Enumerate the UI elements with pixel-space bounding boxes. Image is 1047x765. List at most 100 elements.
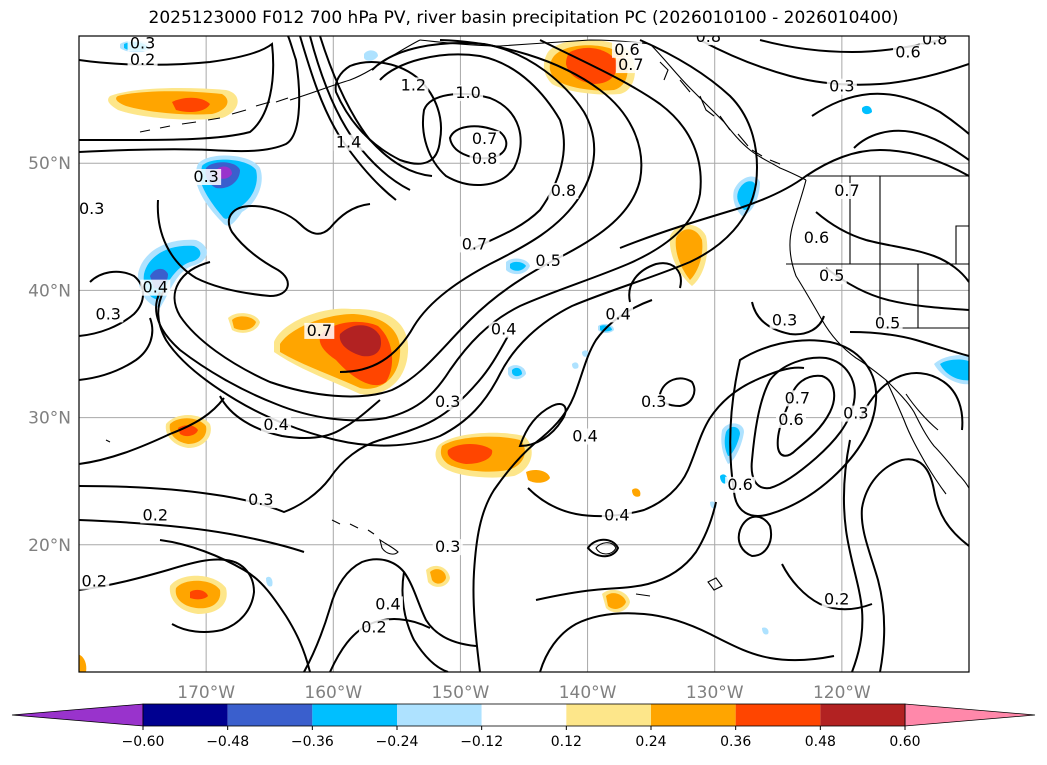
colorbar-frame <box>142 703 906 727</box>
coastline-us-west <box>789 179 969 490</box>
lat-tick-label: 30°N <box>28 409 71 429</box>
lon-tick-label: 130°W <box>686 683 744 703</box>
precip-blob-positive <box>232 316 256 330</box>
pv-contour <box>401 571 449 672</box>
pv-contour <box>173 39 643 398</box>
pv-contour <box>539 612 835 672</box>
contour-label: 0.4 <box>375 594 400 613</box>
contour-label-bg <box>304 322 335 339</box>
pv-contour <box>379 53 565 251</box>
pv-contour <box>219 395 381 439</box>
lat-tick-label: 50°N <box>28 154 71 174</box>
coastline-islands-misc <box>105 439 723 597</box>
coastline-baja <box>885 379 947 495</box>
contour-label-bg <box>432 539 463 556</box>
contour-label-bg <box>548 183 579 199</box>
pv-contour <box>535 501 717 601</box>
pv-contour <box>79 36 301 153</box>
contour-label-bg <box>358 619 389 636</box>
precip-blob-negative <box>510 261 526 271</box>
contour-label: 0.3 <box>641 392 666 411</box>
pv-contour <box>619 148 969 249</box>
contour-label: 0.4 <box>572 426 597 445</box>
lon-tick-label: 150°W <box>432 683 490 703</box>
contour-label-bg <box>127 51 158 68</box>
contour-label: 0.7 <box>307 321 332 340</box>
colorbar: −0.60 −0.48 −0.36 −0.24 −0.12 0.12 0.24 0.36 0.4… <box>11 703 1036 750</box>
coastline-hawaii <box>331 519 399 555</box>
colorbar-segment <box>735 704 821 726</box>
pv-contour <box>472 299 653 672</box>
contour-label-bg <box>725 476 756 493</box>
contour-label: 0.6 <box>778 410 803 429</box>
colorbar-tick-label: 0.24 <box>635 734 666 750</box>
contour-label-bg <box>603 306 634 323</box>
contour-label-bg <box>469 130 500 147</box>
pv-contour <box>156 199 371 298</box>
contour-label-bg <box>191 169 222 186</box>
colorbar-segment <box>481 704 567 726</box>
precip-blob-positive <box>606 593 626 609</box>
pv-contour <box>79 397 225 465</box>
contour-label-bg <box>638 394 669 411</box>
contour-label: 0.5 <box>535 251 560 270</box>
pv-contour <box>159 539 311 672</box>
colorbar-under-arrow <box>11 703 144 727</box>
colorbar-tick-label: 0.60 <box>889 734 920 750</box>
contour-label-bg <box>831 183 862 199</box>
contour-label-bg <box>432 394 463 411</box>
pv-contour <box>737 515 772 558</box>
coastline-bc-panhandle <box>649 43 807 181</box>
precip-blob-negative <box>512 367 522 377</box>
pv-contour <box>776 374 836 457</box>
colorbar-segment <box>143 704 228 726</box>
contour-label: 0.2 <box>824 589 849 608</box>
contour-label: 0.8 <box>922 30 947 49</box>
contour-label: 0.8 <box>472 149 497 168</box>
pv-contours <box>79 36 969 672</box>
pv-contour <box>859 372 964 431</box>
pv-contour <box>849 331 969 357</box>
contour-label: 0.7 <box>462 234 487 253</box>
precip-blob-positive <box>526 470 550 483</box>
colorbar-segment <box>312 704 397 726</box>
contour-label-bg <box>93 306 124 323</box>
pv-contour <box>853 129 969 161</box>
colorbar-tick-label: 0.36 <box>720 734 751 750</box>
colorbar-tick-label: −0.60 <box>122 734 165 750</box>
contour-label: 0.2 <box>361 617 386 636</box>
contour-label: 0.2 <box>82 572 107 591</box>
colorbar-segment <box>566 704 651 726</box>
contour-label: 0.6 <box>614 40 639 59</box>
lon-tick-label: 160°W <box>304 683 362 703</box>
colorbar-segment <box>397 704 482 726</box>
pv-contour <box>79 335 509 514</box>
pv-contour <box>157 39 758 447</box>
contour-label: 0.3 <box>79 199 104 218</box>
precip-blob-positive <box>79 654 87 672</box>
pv-contour <box>79 42 275 141</box>
pv-contour <box>334 61 442 165</box>
contour-label-bg <box>533 252 564 269</box>
contour-label-bg <box>693 36 724 46</box>
contour-label: 0.6 <box>804 228 829 247</box>
pv-contour <box>518 402 567 448</box>
colorbar-segment <box>227 704 313 726</box>
pv-contour <box>781 563 873 611</box>
contour-label: 0.7 <box>785 388 810 407</box>
contour-label-bg <box>261 417 292 434</box>
colorbar-over-arrow <box>904 703 1036 727</box>
pv-contour <box>586 538 620 558</box>
contour-label: 0.4 <box>263 415 288 434</box>
contour-label-bg <box>821 591 852 608</box>
contour-label-bg <box>892 44 923 61</box>
contour-label-bg <box>615 57 646 74</box>
lat-tick-label: 40°N <box>28 281 71 301</box>
contour-label-bg <box>79 200 107 217</box>
contour-label-bg <box>372 596 403 613</box>
contour-label: 0.4 <box>491 320 516 339</box>
map-content: 0.30.21.2 1.01.4 0.70.80.60.70.30.30.80.70… <box>79 30 969 672</box>
contour-label-bg <box>469 151 500 168</box>
precip-blob-positive <box>172 97 210 112</box>
contour-label: 0.3 <box>843 404 868 423</box>
